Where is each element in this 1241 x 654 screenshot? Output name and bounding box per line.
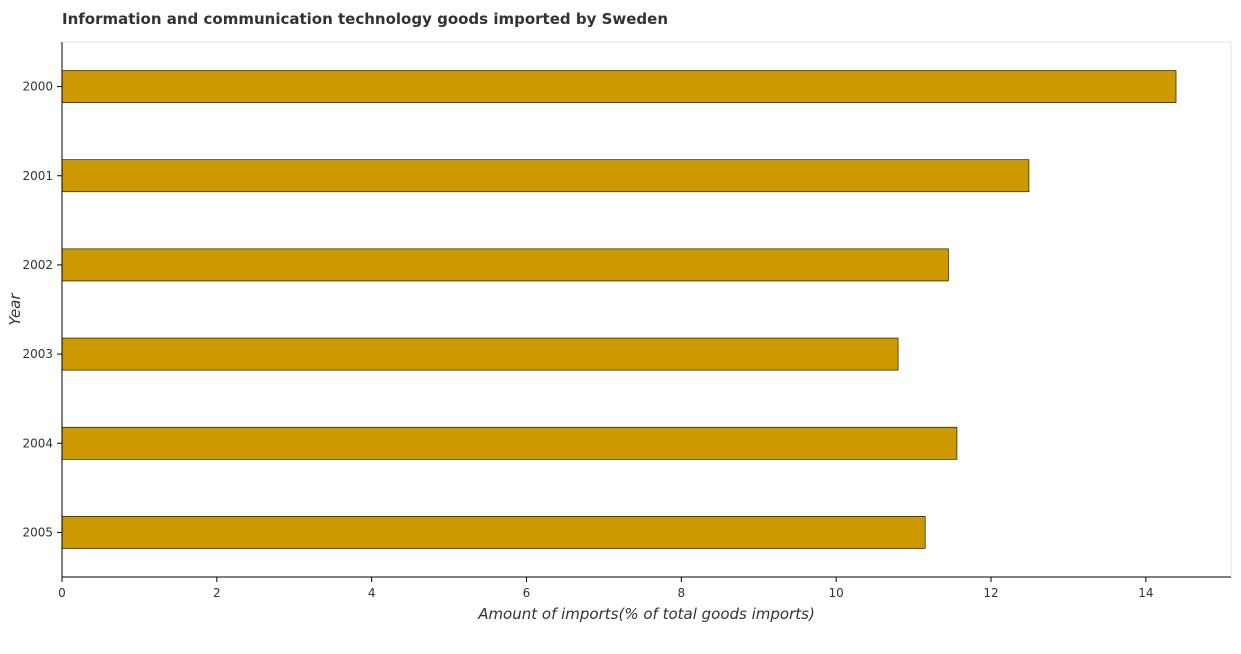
y-tick-label-2000: 2000 (22, 80, 53, 94)
x-tick-label-14: 14 (1138, 586, 1153, 600)
x-tick-label-0: 0 (58, 586, 66, 600)
x-tick-label-10: 10 (829, 586, 844, 600)
y-tick-label-2001: 2001 (22, 169, 53, 183)
x-tick-label-4: 4 (368, 586, 376, 600)
x-axis: 0 2 4 6 8 10 12 14 (58, 576, 1231, 600)
y-tick-label-2004: 2004 (22, 436, 53, 450)
x-tick-label-8: 8 (678, 586, 686, 600)
x-tick-label-6: 6 (523, 586, 531, 600)
y-tick-label-2003: 2003 (22, 347, 53, 361)
bar-2005 (61, 516, 926, 549)
bar-2004 (61, 426, 958, 460)
bar-2003 (61, 337, 899, 371)
plot-frame (61, 41, 1232, 578)
bar-2000 (61, 70, 1177, 103)
plot-border (61, 41, 1232, 578)
y-tick-label-2002: 2002 (22, 258, 53, 272)
bar-2002 (61, 248, 949, 282)
y-axis-title: Year (6, 293, 24, 326)
y-axis: 2000 2001 2002 2003 2004 2005 (22, 42, 63, 577)
chart-title: Information and communication technology… (62, 10, 668, 28)
y-tick-label-2005: 2005 (22, 525, 53, 539)
x-tick-label-2: 2 (213, 586, 221, 600)
bar-2001 (61, 159, 1030, 193)
bars-group (61, 70, 1177, 549)
x-tick-label-12: 12 (983, 586, 998, 600)
x-axis-title: Amount of imports(% of total goods impor… (477, 605, 815, 623)
